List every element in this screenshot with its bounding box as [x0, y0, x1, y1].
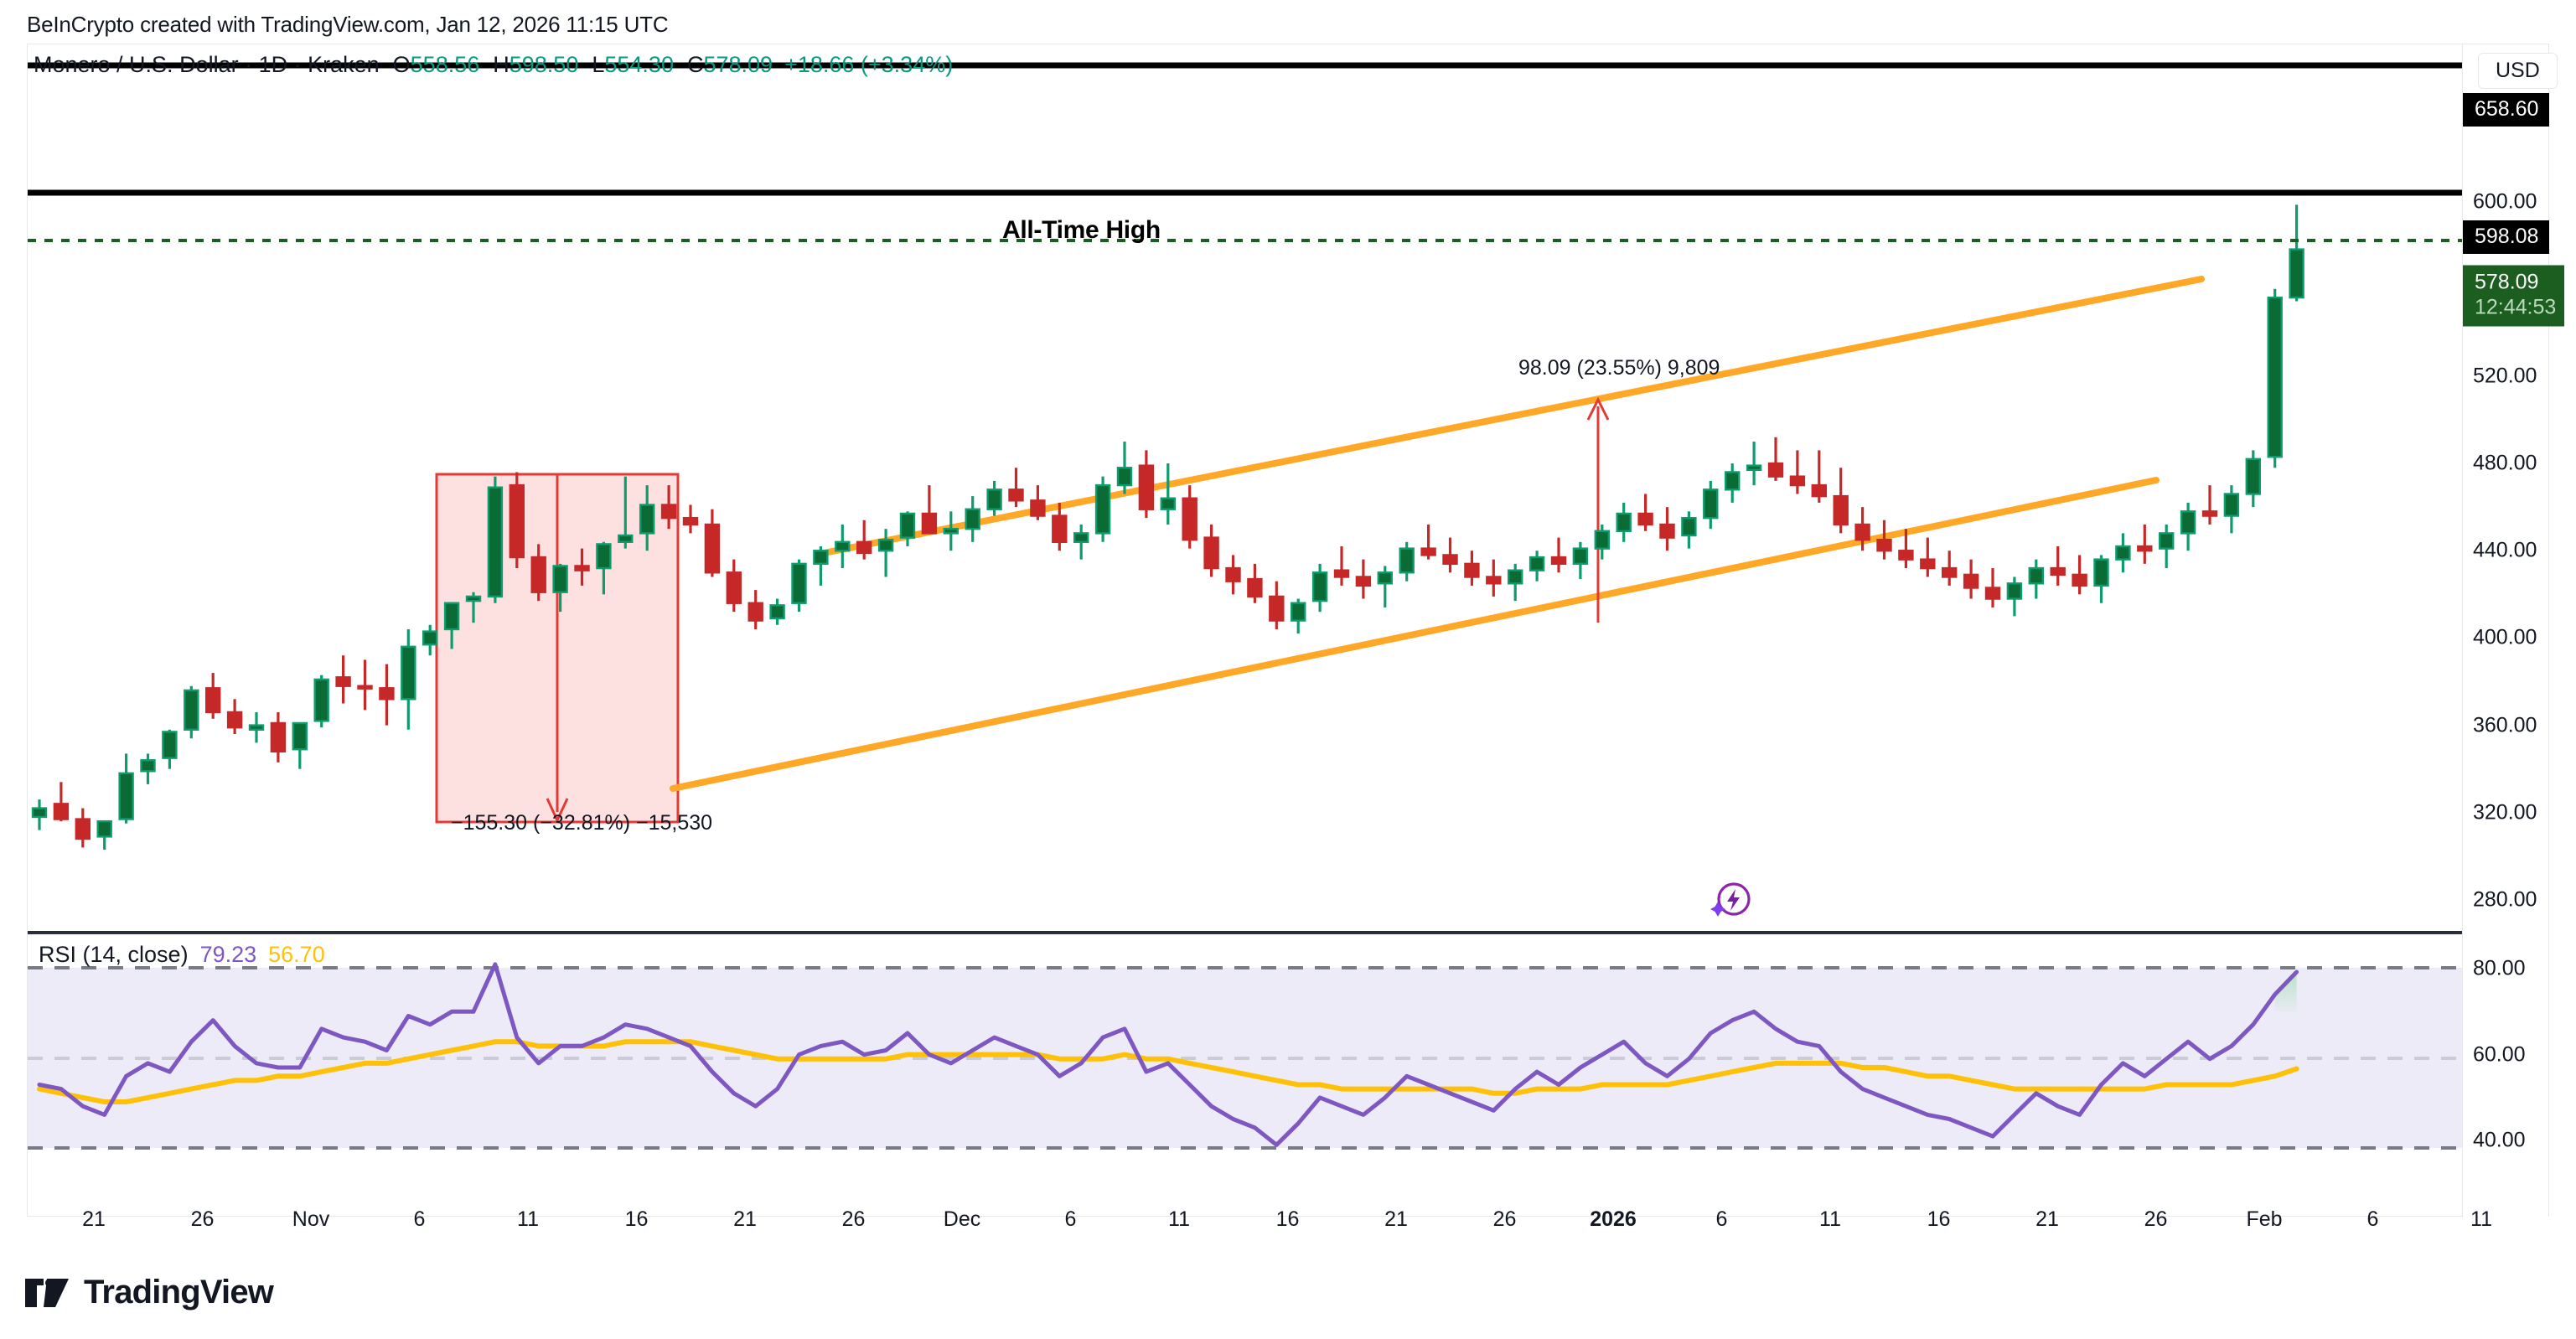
channel-lower — [670, 477, 2160, 792]
attribution-text: BeInCrypto created with TradingView.com,… — [27, 12, 669, 37]
bar-countdown: 12:44:53 — [2475, 295, 2557, 318]
price-plot — [31, 204, 2304, 850]
ath-price-chip: 598.08 — [2463, 220, 2549, 254]
rsi-tick: 80.00 — [2473, 956, 2526, 980]
measure-up-label: 98.09 (23.55%) 9,809 — [1518, 356, 1720, 380]
rsi-tick: 60.00 — [2473, 1042, 2526, 1067]
symbol-title[interactable]: Monero / U.S. Dollar · 1D · Kraken — [34, 52, 380, 77]
time-tick: 2026 — [1590, 1207, 1637, 1231]
rsi-value: 79.23 — [199, 942, 257, 967]
channel-upper — [816, 276, 2205, 557]
lightning-circle-icon[interactable] — [1706, 878, 1755, 927]
rsi-plot — [28, 962, 2462, 1150]
tradingview-wordmark: TradingView — [84, 1274, 274, 1311]
rsi-legend: RSI (14, close) 79.23 56.70 — [39, 942, 325, 968]
time-tick: Nov — [292, 1207, 330, 1231]
time-tick: 11 — [517, 1207, 539, 1231]
time-tick: 16 — [1927, 1207, 1951, 1231]
time-tick: 26 — [1492, 1207, 1517, 1231]
time-tick: 6 — [2367, 1207, 2379, 1231]
symbol-legend: Monero / U.S. Dollar · 1D · Kraken O558.… — [34, 52, 953, 78]
currency-chip[interactable]: USD — [2478, 53, 2558, 89]
ohlc-low: L554.30 — [592, 52, 674, 77]
price-tick: 400.00 — [2473, 625, 2537, 649]
rsi-pane[interactable] — [28, 934, 2462, 1201]
time-tick: 6 — [1064, 1207, 1077, 1231]
time-tick: 21 — [733, 1207, 757, 1231]
time-tick: 16 — [1275, 1207, 1300, 1231]
price-tick: 320.00 — [2473, 800, 2537, 825]
time-tick: Dec — [943, 1207, 981, 1231]
time-tick: 21 — [82, 1207, 106, 1231]
price-tick: 440.00 — [2473, 538, 2537, 562]
time-tick: 11 — [1819, 1207, 1841, 1231]
price-pane[interactable] — [28, 44, 2462, 933]
time-tick: 26 — [190, 1207, 215, 1231]
time-tick: Feb — [2246, 1207, 2283, 1231]
time-tick: 26 — [2144, 1207, 2168, 1231]
time-tick: 11 — [2470, 1207, 2492, 1231]
tradingview-logo-icon — [25, 1278, 69, 1307]
pane-divider — [28, 931, 2462, 934]
upper-price-chip: 658.60 — [2463, 93, 2549, 127]
price-tick: 280.00 — [2473, 887, 2537, 912]
time-tick: 21 — [1384, 1207, 1408, 1231]
time-tick: 6 — [413, 1207, 426, 1231]
ohlc-change: +18.66 (+3.34%) — [784, 52, 954, 77]
ath-label: All-Time High — [1002, 216, 1161, 244]
time-tick: 6 — [1715, 1207, 1728, 1231]
rsi-tick: 40.00 — [2473, 1128, 2526, 1152]
time-tick: 16 — [624, 1207, 649, 1231]
ohlc-high: H598.50 — [493, 52, 579, 77]
ohlc-open: O558.56 — [392, 52, 480, 77]
price-axis[interactable]: USD 640.00600.00560.00520.00480.00440.00… — [2462, 44, 2565, 1218]
time-tick: 26 — [841, 1207, 866, 1231]
time-tick: 21 — [2035, 1207, 2059, 1231]
price-tick: 520.00 — [2473, 364, 2537, 388]
measure-down-label: −155.30 (−32.81%) −15,530 — [451, 811, 713, 835]
rsi-ma-line — [37, 1039, 2299, 1104]
candlestick-series — [31, 204, 2304, 850]
price-tick: 600.00 — [2473, 189, 2537, 214]
price-tick: 360.00 — [2473, 713, 2537, 737]
time-axis[interactable]: 21 26 Nov 6 11 16 21 26 Dec 6 11 16 21 26 2026 6 11 16 21 2… — [28, 1202, 2492, 1253]
last-price-chip: 578.09 12:44:53 — [2463, 265, 2565, 327]
ai-insight-badge[interactable] — [1706, 878, 1755, 931]
last-price-value: 578.09 — [2475, 270, 2539, 294]
footer: TradingView — [25, 1274, 274, 1311]
rsi-ma-value: 56.70 — [268, 942, 325, 967]
time-tick: 11 — [1168, 1207, 1190, 1231]
ohlc-close: C578.09 — [686, 52, 773, 77]
price-tick: 480.00 — [2473, 451, 2537, 475]
rsi-title: RSI (14, close) — [39, 942, 189, 967]
rsi-line — [37, 962, 2299, 1147]
